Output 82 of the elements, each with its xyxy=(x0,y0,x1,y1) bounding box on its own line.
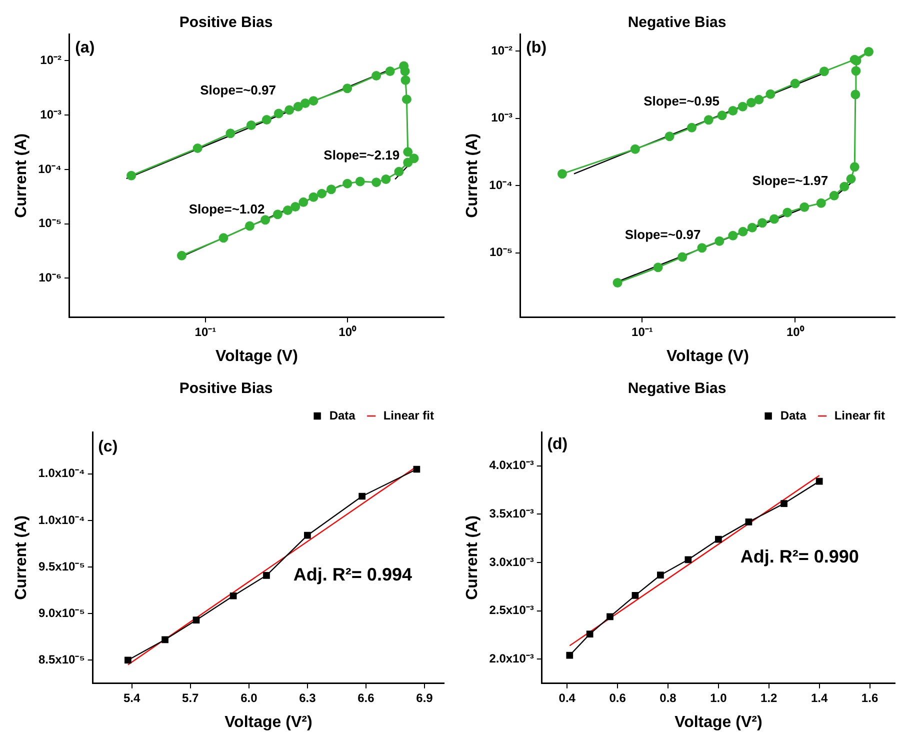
y-tick-label: 10⁻³ xyxy=(491,110,512,125)
x-tick-label: 1.4 xyxy=(810,690,828,705)
point xyxy=(586,630,594,638)
annotation: (d) xyxy=(547,436,568,453)
x-tick-label: 0.6 xyxy=(609,690,626,705)
x-tick-label: 0.4 xyxy=(558,690,576,705)
annotation: (c) xyxy=(98,438,118,456)
x-tick-label: 6.9 xyxy=(416,690,434,705)
point xyxy=(124,656,132,664)
legend-label: Linear fit xyxy=(834,408,886,422)
point xyxy=(780,500,788,507)
point xyxy=(715,536,722,543)
point xyxy=(413,466,420,473)
point xyxy=(684,556,692,564)
y-tick-label: 9.0x10⁻⁵ xyxy=(38,606,85,620)
annotation: Slope=~1.02 xyxy=(188,201,265,216)
x-tick-label: 10⁰ xyxy=(338,324,358,339)
y-tick-label: 10⁻² xyxy=(40,53,62,68)
x-axis-title: Voltage (V) xyxy=(666,348,749,365)
x-tick-label: 1.6 xyxy=(861,690,878,705)
chart-title: Positive Bias xyxy=(179,380,273,398)
point xyxy=(230,592,237,600)
x-tick-label: 1.0 xyxy=(710,690,728,705)
x-tick-label: 5.4 xyxy=(124,690,141,705)
point xyxy=(816,478,823,485)
x-tick-label: 5.7 xyxy=(182,690,200,705)
point xyxy=(304,532,311,539)
point xyxy=(745,518,752,526)
y-tick-label: 10⁻⁵ xyxy=(38,216,62,230)
y-axis-title: Current (A) xyxy=(13,133,30,218)
y-tick-label: 10⁻³ xyxy=(40,107,62,122)
x-tick-label: 10⁻¹ xyxy=(194,324,216,339)
chart-title: Negative Bias xyxy=(628,380,726,398)
x-tick-label: 10⁻¹ xyxy=(632,324,653,339)
y-tick-label: 1.0x10⁻⁴ xyxy=(38,512,85,527)
x-tick-label: 1.2 xyxy=(760,690,778,705)
y-tick-label: 2.0x10⁻³ xyxy=(489,652,534,666)
y-tick-label: 10⁻⁴ xyxy=(38,162,62,176)
x-tick-label: 0.8 xyxy=(660,690,677,705)
y-tick-label: 10⁻⁵ xyxy=(490,245,512,260)
y-tick-label: 10⁻⁴ xyxy=(489,178,513,192)
y-tick-label: 9.5x10⁻⁵ xyxy=(38,559,85,574)
y-tick-label: 3.5x10⁻³ xyxy=(489,506,534,520)
y-tick-label: 4.0x10⁻³ xyxy=(489,458,534,472)
point xyxy=(632,592,639,599)
legend-label: Data xyxy=(780,408,807,422)
annotation: (b) xyxy=(526,40,547,57)
y-tick-label: 10⁻⁶ xyxy=(38,270,62,284)
y-axis-title: Current (A) xyxy=(464,515,482,600)
y-tick-label: 3.0x10⁻³ xyxy=(489,554,534,569)
y-tick-label: 8.5x10⁻⁵ xyxy=(38,652,85,666)
annotation: Slope=~0.95 xyxy=(644,94,720,109)
y-tick-label: 2.5x10⁻³ xyxy=(489,603,534,618)
annotation: Slope=~0.97 xyxy=(200,82,276,98)
x-axis-title: Voltage (V²) xyxy=(224,714,312,731)
annotation: (a) xyxy=(75,40,95,57)
annotation: Slope=~1.97 xyxy=(752,172,828,188)
y-tick-label: 1.0x10⁻⁴ xyxy=(38,466,85,480)
x-tick-label: 6.6 xyxy=(358,690,375,705)
point xyxy=(657,572,664,579)
y-axis-title: Current (A) xyxy=(13,515,30,600)
annotation: Slope=~2.19 xyxy=(324,147,400,162)
x-tick-label: 10⁰ xyxy=(786,324,805,339)
annotation: Slope=~0.97 xyxy=(624,226,701,242)
x-axis-title: Voltage (V²) xyxy=(674,714,762,731)
y-axis-title: Current (A) xyxy=(464,133,482,218)
x-axis-title: Voltage (V) xyxy=(216,348,298,365)
point xyxy=(606,613,614,620)
point xyxy=(358,492,366,500)
chart-title: Negative Bias xyxy=(628,14,726,32)
annotation: Adj. R²= 0.990 xyxy=(740,546,859,567)
point xyxy=(566,652,574,659)
x-tick-label: 6.3 xyxy=(299,690,316,705)
x-tick-label: 6.0 xyxy=(240,690,258,705)
annotation: Adj. R²= 0.994 xyxy=(293,564,412,584)
y-tick-label: 10⁻² xyxy=(491,43,512,58)
legend-label: Data xyxy=(329,408,356,422)
point xyxy=(263,572,270,579)
chart-title: Positive Bias xyxy=(179,14,273,32)
point xyxy=(162,636,168,644)
legend-label: Linear fit xyxy=(383,408,434,422)
point xyxy=(192,616,200,624)
